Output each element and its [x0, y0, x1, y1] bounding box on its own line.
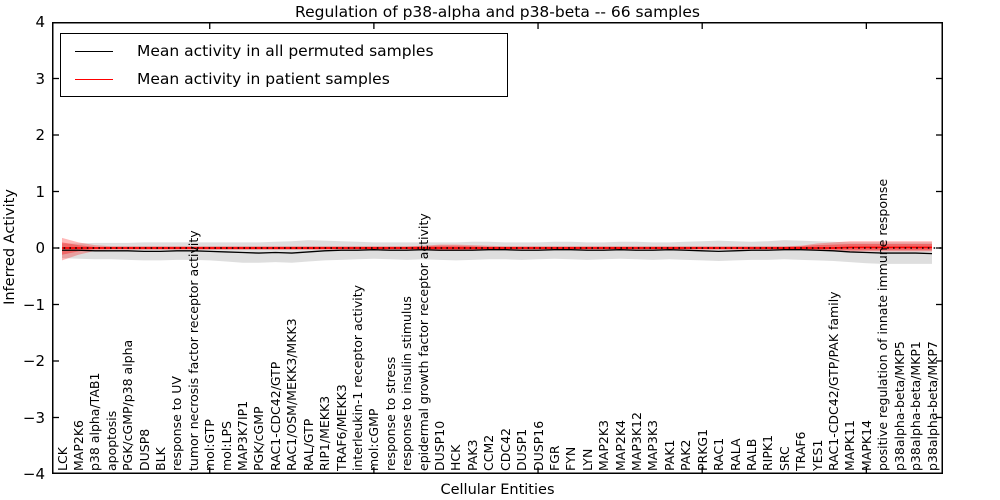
- x-category-label: FGR: [546, 445, 562, 471]
- x-category-label: p38alpha-beta/MKP1: [908, 341, 924, 471]
- x-category-label: YES1: [809, 439, 825, 471]
- x-category-label: response to stress: [382, 356, 398, 471]
- series-line-0: [62, 249, 933, 255]
- x-category-label: DUSP8: [136, 428, 152, 471]
- x-category-label: response to UV: [169, 376, 185, 471]
- permuted-samples-range-band: [62, 240, 932, 264]
- x-category-label: apoptosis: [103, 410, 119, 471]
- legend-entry-permuted: Mean activity in all permuted samples: [75, 37, 507, 65]
- y-tick-label: −2: [22, 352, 45, 370]
- legend-red-line-swatch: [75, 78, 113, 80]
- x-category-label: MAPK11: [842, 420, 858, 471]
- x-category-label: MAP3K12: [629, 412, 645, 471]
- legend-label-permuted: Mean activity in all permuted samples: [137, 42, 434, 60]
- y-tick-label: −1: [22, 295, 45, 314]
- x-category-label: PGK/cGMP/p38 alpha: [120, 339, 136, 471]
- x-category-label: MAP3K7IP1: [235, 400, 251, 471]
- y-tick-label: 0: [35, 239, 45, 257]
- x-category-label: TRAF6/MEKK3: [333, 384, 349, 471]
- plot-area: [52, 22, 943, 474]
- x-category-label: DUSP10: [432, 420, 448, 471]
- y-tick-label: 2: [35, 126, 45, 144]
- x-category-label: LYN: [579, 448, 595, 471]
- x-category-label: PAK2: [678, 439, 694, 471]
- x-category-label: RALA: [727, 438, 743, 471]
- legend-label-patient: Mean activity in patient samples: [137, 70, 390, 88]
- x-category-label: p38alpha-beta/MKP7: [924, 341, 940, 471]
- x-category-label: RAC1-CDC42/GTP: [267, 361, 283, 471]
- x-category-label: mol:LPS: [218, 421, 234, 471]
- x-category-label: CCM2: [481, 434, 497, 471]
- x-category-label: PAK3: [464, 439, 480, 471]
- x-category-label: response to insulin stimulus: [399, 296, 415, 471]
- legend-entry-patient: Mean activity in patient samples: [75, 65, 507, 93]
- x-category-label: positive regulation of innate immune res…: [875, 178, 891, 471]
- legend-black-line-swatch: [75, 50, 113, 52]
- y-tick-label: 1: [35, 182, 45, 201]
- x-category-label: MAP2K6: [70, 420, 86, 471]
- x-category-label: interleukin-1 receptor activity: [349, 284, 365, 471]
- x-category-label: RAC1/OSM/MEKK3/MKK3: [284, 318, 300, 471]
- x-category-label: LCK: [54, 447, 70, 471]
- x-category-label: CDC42: [497, 428, 513, 471]
- x-category-label: RIP1/MEKK3: [317, 395, 333, 471]
- x-category-label: PGK/cGMP: [251, 406, 267, 471]
- y-tick-label: −4: [22, 465, 45, 483]
- plot-border: [52, 22, 943, 474]
- y-tick-label: 3: [35, 69, 45, 88]
- x-axis-label: Cellular Entities: [440, 482, 555, 498]
- x-category-label: p38 alpha/TAB1: [87, 372, 103, 471]
- x-category-label: epidermal growth factor receptor activit…: [415, 213, 431, 471]
- x-category-label: MAP3K3: [645, 420, 661, 471]
- x-category-label: SRC: [776, 446, 792, 471]
- y-tick-label: −3: [22, 408, 45, 427]
- x-category-label: RALB: [743, 438, 759, 471]
- x-category-label: mol:GTP: [202, 419, 218, 471]
- series-line-1: [62, 246, 932, 249]
- x-category-label: tumor necrosis factor receptor activity: [185, 230, 201, 471]
- x-category-label: BLK: [152, 447, 168, 471]
- x-category-label: RAC1-CDC42/GTP/PAK family: [826, 291, 841, 471]
- x-category-label: mol:cGMP: [366, 408, 382, 471]
- x-category-label: MAP2K4: [612, 420, 628, 471]
- x-category-label: FYN: [563, 446, 579, 471]
- x-category-label: RIPK1: [760, 434, 776, 471]
- x-category-label: PAK1: [661, 439, 677, 471]
- x-category-label: p38alpha-beta/MKP5: [891, 341, 907, 471]
- chart-title: Regulation of p38-alpha and p38-beta -- …: [295, 3, 700, 21]
- x-category-label: DUSP16: [530, 420, 546, 471]
- x-category-label: MAPK14: [858, 420, 874, 471]
- x-category-label: HCK: [448, 444, 464, 471]
- y-tick-label: 4: [35, 13, 45, 31]
- x-category-label: RAC1: [711, 437, 727, 471]
- x-category-label: DUSP1: [514, 428, 530, 471]
- legend: Mean activity in all permuted samples Me…: [60, 33, 508, 97]
- x-category-label: PRKG1: [694, 428, 710, 471]
- x-category-label: RAL/GTP: [300, 418, 316, 471]
- x-category-label: TRAF6: [793, 431, 809, 471]
- x-category-label: MAP2K3: [596, 420, 612, 471]
